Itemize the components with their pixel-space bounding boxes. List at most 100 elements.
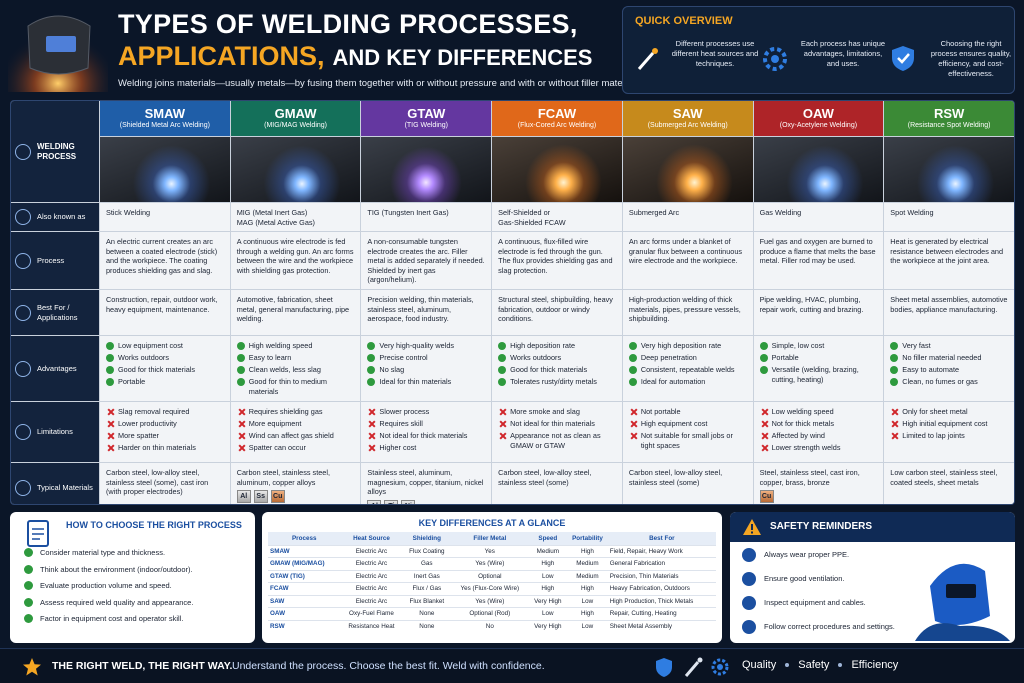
row-label-text: Limitations <box>37 427 73 436</box>
overview-icon <box>637 48 658 70</box>
overview-text: Each process has unique advantages, limi… <box>800 39 886 68</box>
row-label-text: Typical Materials <box>37 483 93 492</box>
limitation-list: More smoke and slag Not ideal for thin ma… <box>498 407 616 450</box>
overview-item: Different processes use different heat s… <box>633 39 758 91</box>
advantage: Very high deposition rate <box>628 341 747 351</box>
limitation: More smoke and slag <box>498 407 616 417</box>
process-name: (Submerged Arc Welding) <box>647 122 728 129</box>
panel-title: SAFETY REMINDERS <box>770 521 873 532</box>
material-tag: Ss <box>253 490 268 503</box>
aka-cell: Submerged Arc <box>622 203 753 231</box>
comparison-cell: Low <box>567 594 608 608</box>
comparison-row: RSW Resistance Heat None No Very High Low Shee… <box>268 619 716 633</box>
advantage: Tolerates rusty/dirty metals <box>498 377 616 387</box>
process-header: GTAW (TIG Welding) <box>361 101 492 136</box>
comparison-cell: Yes (Wire) <box>451 594 529 608</box>
row-icon <box>15 480 31 496</box>
comparison-cell: Electric Arc <box>340 594 403 608</box>
limitation-list: Only for sheet metal High initial equipme… <box>890 407 1008 441</box>
comparison-cell: Medium <box>567 557 608 570</box>
process-cell: A continuous, flux-filled wire electrode… <box>492 232 622 289</box>
comparison-cell: Yes (Flux-Core Wire) <box>451 582 529 595</box>
checklist-item: Think about the environment (indoor/outd… <box>24 564 193 574</box>
limitations-cell: Slag removal required Lower productivity M… <box>100 402 230 462</box>
column-header: Filler Metal <box>451 532 529 545</box>
comparison-cell: SAW <box>268 594 341 608</box>
limitation-list: Slower process Requires skill Not ideal fo… <box>367 407 485 453</box>
advantage: Simple, low cost <box>759 341 878 351</box>
advantage: Low equipment cost <box>106 341 224 351</box>
materials-text: Carbon steel, low-alloy steel, stainless… <box>498 468 592 487</box>
welder-illustration <box>915 563 1010 641</box>
panel-title: KEY DIFFERENCES AT A GLANCE <box>418 518 566 528</box>
limitation: Requires skill <box>367 419 485 429</box>
checklist-item: Assess required weld quality and appeara… <box>24 597 193 607</box>
materials-cell: Carbon steel, low-alloy steel, stainless… <box>100 463 230 504</box>
safety-reminders: SAFETY REMINDERS Always wear proper PPE.… <box>730 512 1015 643</box>
advantage: Easy to automate <box>890 365 1008 375</box>
footer-icons <box>656 657 729 677</box>
advantages-cell: Very fast No filler material needed Easy t… <box>884 336 1014 401</box>
aka-cell: TIG (Tungsten Inert Gas) <box>361 203 492 231</box>
limitations-cell: Low welding speed Not for thick metals Aff… <box>753 402 884 462</box>
best-for-cell: Pipe welding, HVAC, plumbing, repair wor… <box>753 290 884 335</box>
process-header: GMAW (MIG/MAG Welding) <box>230 101 361 136</box>
advantage-list: Low equipment cost Works outdoors Good for… <box>106 341 224 387</box>
overview-item: Each process has unique advantages, limi… <box>761 39 886 91</box>
materials-text: Carbon steel, stainless steel, aluminum,… <box>236 468 330 487</box>
pillar: Quality <box>742 659 777 671</box>
comparison-cell: Optional <box>451 569 529 583</box>
comparison-cell: High Production, Thick Metals <box>607 594 716 608</box>
comparison-cell: High <box>567 544 608 558</box>
key-differences: KEY DIFFERENCES AT A GLANCE Process Heat … <box>262 512 722 643</box>
process-code: SAW <box>672 106 703 121</box>
comparison-row: OAW Oxy-Fuel Flame None Optional (Rod) Low Hi… <box>268 607 716 620</box>
limitation: High equipment cost <box>629 419 747 429</box>
limitation: Low welding speed <box>760 407 878 417</box>
limitation: Affected by wind <box>760 431 878 441</box>
process-code: RSW <box>933 106 965 121</box>
limitation: Not for thick metals <box>760 419 878 429</box>
comparison-cell: Resistance Heat <box>340 619 403 633</box>
limitation-list: Low welding speed Not for thick metals Aff… <box>760 407 878 453</box>
advantage-list: Very high deposition rate Deep penetratio… <box>628 341 747 387</box>
process-cell: An arc forms under a blanket of granular… <box>622 232 753 289</box>
checklist: Consider material type and thickness. Thi… <box>24 548 193 631</box>
reminder-list: Always wear proper PPE. Ensure good venti… <box>742 548 902 646</box>
separator-dot <box>838 663 843 667</box>
title-rest: AND KEY DIFFERENCES <box>332 45 593 70</box>
comparison-cell: Medium <box>567 569 608 583</box>
best-for-cell: High-production welding of thick materia… <box>622 290 753 335</box>
comparison-row: GMAW (MIG/MAG) Electric Arc Gas Yes (Wire) H… <box>268 557 716 570</box>
overview-text: Choosing the right process ensures quali… <box>930 39 1012 78</box>
materials-cell: Carbon steel, low-alloy steel, stainless… <box>492 463 622 504</box>
process-name: (MIG/MAG Welding) <box>264 122 327 129</box>
materials-cell: Low carbon steel, stainless steel, coate… <box>884 463 1014 504</box>
row-label: Best For / Applications <box>11 290 99 335</box>
limitation: Only for sheet metal <box>890 407 1008 417</box>
process-code: GMAW <box>274 106 317 121</box>
safety-item: Always wear proper PPE. <box>742 548 902 564</box>
limitation: Harder on thin materials <box>106 443 224 453</box>
process-name: (Oxy-Acetylene Welding) <box>779 122 858 129</box>
materials-text: Low carbon steel, stainless steel, coate… <box>890 468 998 487</box>
limitation: More equipment <box>237 419 355 429</box>
subtitle: Welding joins materials—usually metals—b… <box>118 78 638 89</box>
advantage: Portable <box>106 377 224 387</box>
separator-dot <box>785 663 790 667</box>
checklist-icon <box>27 520 49 547</box>
materials-text: Stainless steel, aluminum, magnesium, co… <box>367 468 484 496</box>
panel-bar <box>730 512 1015 542</box>
column-header: Process <box>268 532 341 545</box>
process-image <box>100 137 230 202</box>
limitation: High initial equipment cost <box>890 419 1008 429</box>
advantage-list: High deposition rate Works outdoors Good f… <box>498 341 616 387</box>
limitations-cell: More smoke and slag Not ideal for thin ma… <box>492 402 622 462</box>
quick-overview: QUICK OVERVIEW Different processes use d… <box>622 6 1015 94</box>
materials-cell: Steel, stainless steel, cast iron, coppe… <box>753 463 884 504</box>
limitation: Higher cost <box>367 443 485 453</box>
row-label: Process <box>11 232 99 289</box>
limitations-cell: Requires shielding gas More equipment Wind… <box>230 402 361 462</box>
comparison-cell: Oxy-Fuel Flame <box>340 607 403 620</box>
comparison-cell: RSW <box>268 619 341 633</box>
